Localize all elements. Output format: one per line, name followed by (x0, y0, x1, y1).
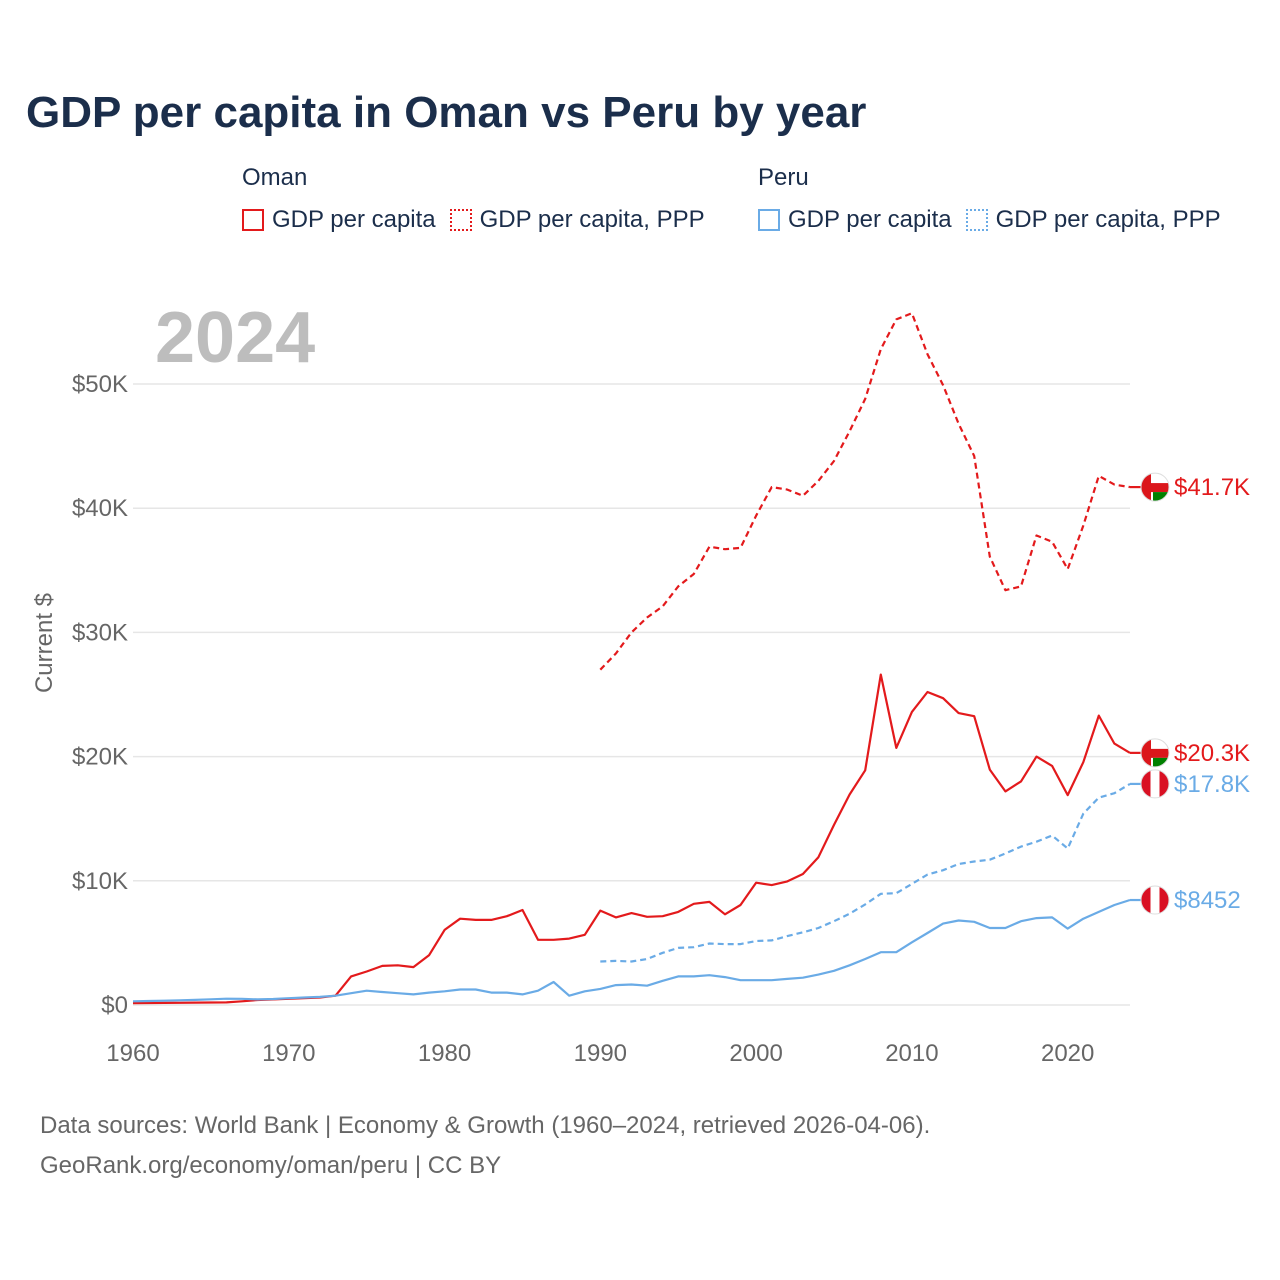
legend-swatch-oman-gdp-ppp (449, 209, 472, 231)
year-badge: 2024 (155, 298, 315, 378)
data-sources-text: Data sources: World Bank | Economy & Gro… (40, 1112, 931, 1139)
x-tick-label: 2020 (1041, 1040, 1094, 1067)
oman-flag-icon (1141, 738, 1169, 767)
series-line-peru-gdp-per-capita-ppp[interactable] (600, 782, 1131, 963)
legend-label: GDP per capita, PPP (479, 206, 705, 233)
legend-group-peru: Peru GDP per capita GDP per capita, PPP (758, 164, 1235, 234)
y-tick-label: $0 (101, 992, 128, 1019)
oman-flag-icon (1141, 473, 1169, 502)
legend-item-peru-gdp-ppp[interactable]: GDP per capita, PPP (965, 206, 1221, 234)
legend-label: GDP per capita (788, 206, 952, 233)
end-value-label: $17.8K (1174, 771, 1250, 798)
x-tick-label: 1980 (418, 1040, 471, 1067)
series-line-oman-gdp-per-capita-ppp[interactable] (599, 312, 1131, 671)
series-layer (132, 312, 1141, 1005)
legend-country-oman: Oman (242, 164, 308, 191)
x-tick-label: 1970 (262, 1040, 315, 1067)
peru-flag-icon (1141, 769, 1169, 798)
legend-item-oman-gdp-ppp[interactable]: GDP per capita, PPP (449, 206, 705, 234)
legend-label: GDP per capita (272, 206, 436, 233)
grid-layer (133, 383, 1130, 1006)
peru-flag-icon (1141, 886, 1169, 915)
marker-layer: $20.3K $41.7K $8452 $17.8K (1140, 472, 1250, 915)
end-value-label: $41.7K (1174, 474, 1250, 501)
flag-outline (1140, 472, 1170, 502)
y-tick-label: $30K (72, 619, 128, 646)
x-tick-label: 1990 (574, 1040, 627, 1067)
x-tick-label: 2010 (885, 1040, 938, 1067)
legend-label: GDP per capita, PPP (995, 206, 1221, 233)
series-line-oman-gdp-per-capita[interactable] (132, 673, 1131, 1005)
y-tick-label: $10K (72, 868, 128, 895)
flag-outline (1140, 885, 1170, 915)
end-value-label: $8452 (1174, 887, 1241, 914)
x-tick-label: 2000 (729, 1040, 782, 1067)
axis-layer: $0 $10K $20K $30K $40K $50K 1960 1970 1980 1990 20… (72, 371, 1094, 1067)
y-axis-label: Current $ (31, 593, 58, 693)
legend-swatch-peru-gdp (758, 209, 780, 231)
legend-country-peru: Peru (758, 164, 809, 191)
source-link[interactable]: GeoRank.org/economy/oman/peru | CC BY (40, 1152, 502, 1179)
flag-outline (1140, 738, 1170, 768)
legend-group-oman: Oman GDP per capita GDP per capita, PPP (242, 164, 719, 234)
legend-swatch-oman-gdp (242, 209, 264, 231)
flag-outline (1140, 769, 1170, 799)
end-value-label: $20.3K (1174, 740, 1250, 767)
y-tick-label: $50K (72, 371, 128, 398)
y-tick-label: $40K (72, 495, 128, 522)
footer: Data sources: World Bank | Economy & Gro… (40, 1106, 930, 1186)
y-tick-label: $20K (72, 744, 128, 771)
legend-swatch-peru-gdp-ppp (965, 209, 988, 231)
series-line-peru-gdp-per-capita[interactable] (132, 898, 1131, 1003)
x-tick-label: 1960 (106, 1040, 159, 1067)
legend-item-oman-gdp[interactable]: GDP per capita (242, 206, 436, 234)
legend-item-peru-gdp[interactable]: GDP per capita (758, 206, 952, 234)
chart-title: GDP per capita in Oman vs Peru by year (26, 88, 867, 137)
